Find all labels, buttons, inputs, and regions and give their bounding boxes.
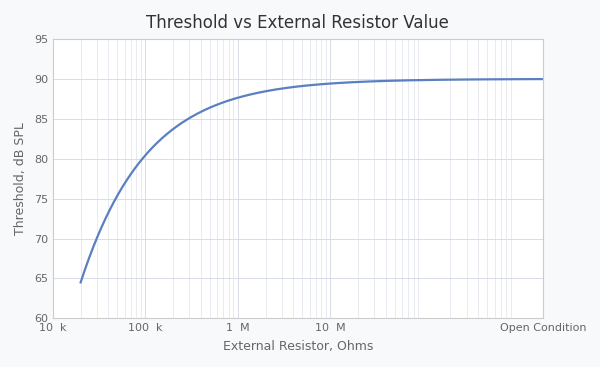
Y-axis label: Threshold, dB SPL: Threshold, dB SPL [14, 122, 27, 235]
X-axis label: External Resistor, Ohms: External Resistor, Ohms [223, 340, 373, 353]
Title: Threshold vs External Resistor Value: Threshold vs External Resistor Value [146, 14, 449, 32]
